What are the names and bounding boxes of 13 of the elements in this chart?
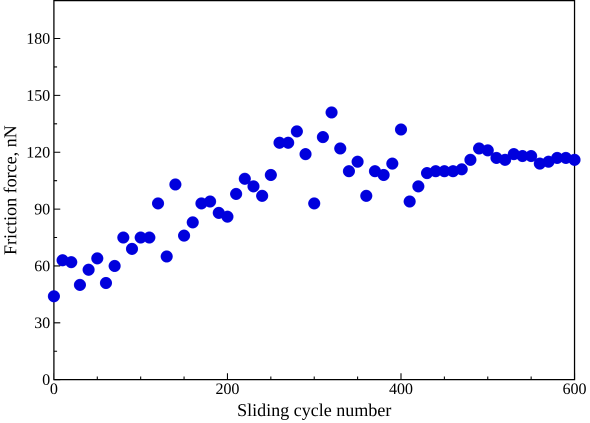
y-tick-label: 0 bbox=[42, 374, 50, 385]
y-tick-label: 120 bbox=[28, 146, 50, 158]
y-tick-label: 60 bbox=[34, 260, 50, 272]
x-tick-label: 0 bbox=[50, 383, 58, 394]
y-axis-title: Friction force, nN bbox=[4, 125, 20, 254]
y-tick-label: 150 bbox=[28, 90, 50, 101]
y-tick-label: 180 bbox=[28, 32, 50, 44]
x-tick-label: 200 bbox=[216, 383, 239, 394]
x-axis-title: Sliding cycle number bbox=[238, 403, 392, 420]
x-tick-label: 400 bbox=[389, 383, 412, 394]
y-tick-label: 90 bbox=[34, 203, 50, 214]
y-tick-label: 30 bbox=[35, 317, 50, 328]
x-tick-label: 600 bbox=[563, 383, 586, 394]
